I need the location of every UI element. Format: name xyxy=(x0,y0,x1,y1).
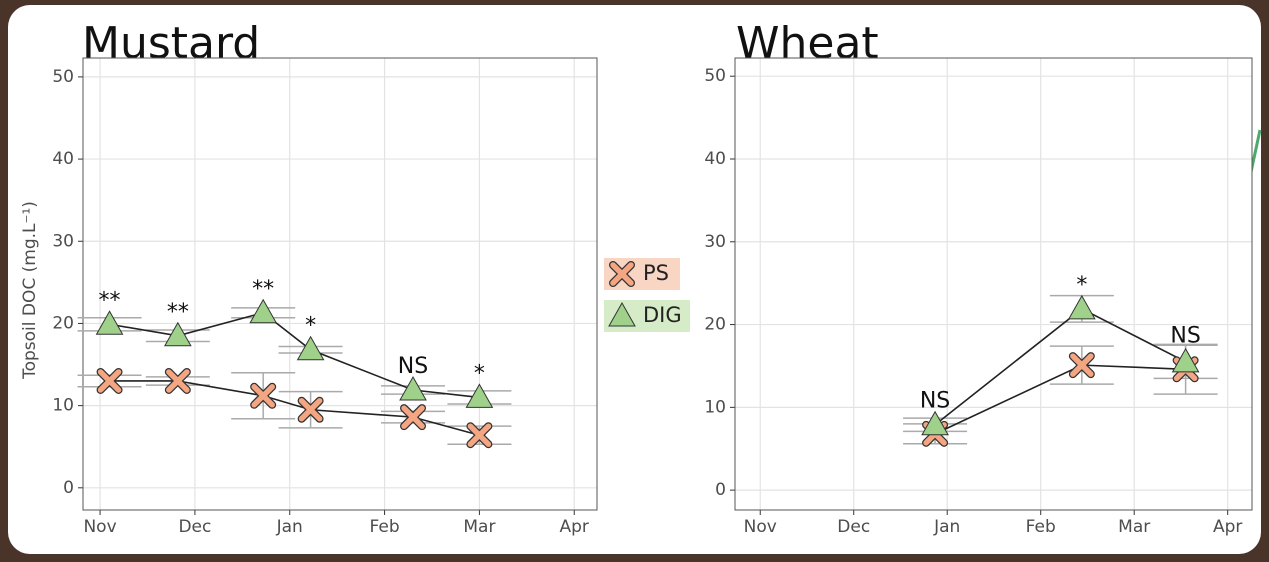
x-tick-label: Mar xyxy=(1118,517,1150,537)
marker-x xyxy=(297,396,324,423)
significance-label: NS xyxy=(398,354,428,379)
x-tick-label: Dec xyxy=(178,517,211,537)
y-axis-label: Topsoil DOC (mg.L⁻¹) xyxy=(20,201,40,380)
marker-x xyxy=(466,422,493,449)
x-tick-label: Jan xyxy=(276,517,303,537)
legend-label: PS xyxy=(643,261,669,285)
x-tick-label: Feb xyxy=(370,517,400,537)
plot-border xyxy=(734,57,1253,511)
marker-x xyxy=(96,367,123,394)
significance-label: ** xyxy=(99,288,121,313)
significance-label: ** xyxy=(167,300,189,325)
marker-triangle xyxy=(163,321,192,347)
x-tick-label: Nov xyxy=(744,517,777,537)
marker-triangle xyxy=(465,383,494,408)
legend-marker xyxy=(610,262,634,286)
y-tick-label: 10 xyxy=(704,397,726,417)
y-tick-label: 40 xyxy=(52,149,74,169)
marker-x-fill xyxy=(298,397,323,422)
marker-x-fill xyxy=(401,405,425,429)
significance-label: NS xyxy=(1170,323,1200,348)
x-tick-label: Mar xyxy=(463,517,495,537)
x-tick-label: Apr xyxy=(1213,517,1242,537)
marker-x xyxy=(400,404,427,431)
y-tick-label: 40 xyxy=(704,149,726,169)
x-tick-label: Feb xyxy=(1026,517,1056,537)
marker-x-fill xyxy=(97,369,122,393)
x-tick-label: Apr xyxy=(560,517,589,537)
plot-background xyxy=(83,58,597,510)
marker-x-fill xyxy=(1070,353,1094,377)
y-tick-label: 30 xyxy=(52,231,74,251)
y-tick-label: 0 xyxy=(715,480,726,500)
y-tick-label: 10 xyxy=(52,396,74,416)
y-tick-label: 20 xyxy=(52,313,74,333)
y-tick-label: 20 xyxy=(704,315,726,335)
legend-label: DIG xyxy=(643,303,682,327)
marker-triangle xyxy=(921,410,949,436)
legend-item: DIG xyxy=(608,301,682,327)
marker-x xyxy=(1068,352,1095,379)
significance-label: * xyxy=(305,314,316,339)
plot-background xyxy=(735,58,1252,510)
marker-triangle xyxy=(249,298,278,324)
marker-triangle xyxy=(1171,347,1200,373)
marker-x xyxy=(250,382,277,409)
significance-label: NS xyxy=(920,389,950,414)
legend-marker xyxy=(608,301,636,327)
marker-x-fill xyxy=(251,384,275,408)
marker-x xyxy=(164,367,191,394)
marker-triangle xyxy=(296,335,325,361)
marker-x-fill xyxy=(166,369,190,393)
significance-label: * xyxy=(1076,273,1087,298)
x-tick-label: Nov xyxy=(83,517,116,537)
marker-triangle xyxy=(95,310,124,335)
marker-triangle xyxy=(1067,294,1096,320)
y-tick-label: 50 xyxy=(704,66,726,86)
series-line xyxy=(109,380,480,436)
x-tick-label: Dec xyxy=(837,517,870,537)
significance-label: ** xyxy=(252,277,274,302)
y-tick-label: 0 xyxy=(63,478,74,498)
y-tick-label: 30 xyxy=(704,232,726,252)
legend-item: PS xyxy=(609,261,669,287)
x-tick-label: Jan xyxy=(933,517,960,537)
y-tick-label: 50 xyxy=(52,67,74,87)
series-line xyxy=(109,311,480,399)
plot-border xyxy=(82,57,598,511)
marker-x-fill xyxy=(467,423,492,447)
marker-triangle xyxy=(399,375,427,401)
significance-label: * xyxy=(474,361,485,386)
